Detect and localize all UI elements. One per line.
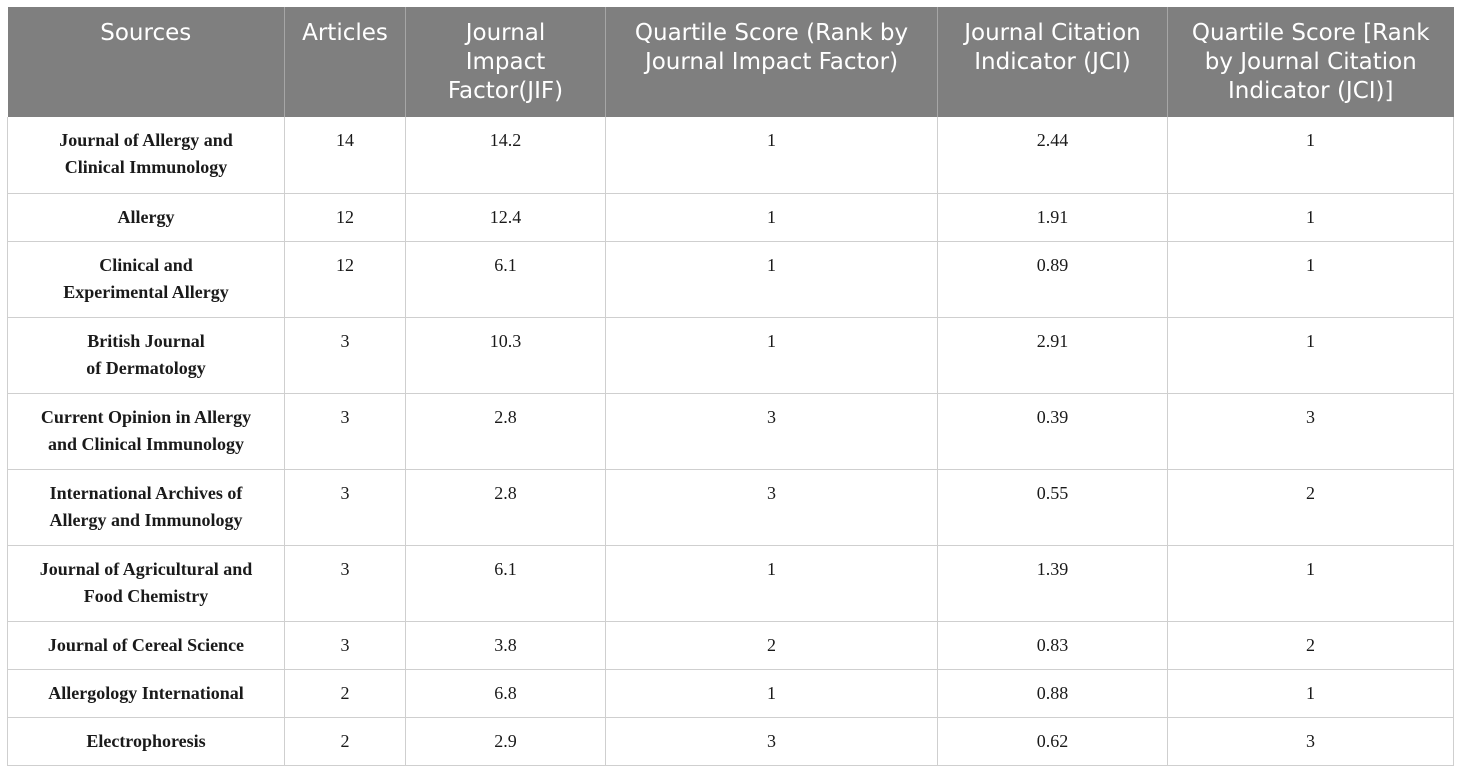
cell-jci-quartile: 3 (1167, 393, 1454, 470)
cell-jci-quartile: 1 (1167, 241, 1454, 318)
cell-jci: 0.89 (937, 241, 1168, 318)
cell-jci: 0.62 (937, 717, 1168, 766)
cell-jif-quartile: 3 (605, 469, 938, 546)
cell-articles: 3 (284, 393, 406, 470)
cell-jif: 3.8 (405, 621, 606, 670)
cell-source: Allergy (7, 193, 285, 242)
cell-jif: 6.1 (405, 545, 606, 622)
cell-jci: 1.91 (937, 193, 1168, 242)
cell-source: British Journal of Dermatology (7, 317, 285, 394)
table-body: Journal of Allergy and Clinical Immunolo… (7, 117, 1454, 766)
cell-source: Current Opinion in Allergy and Clinical … (7, 393, 285, 470)
journal-sources-table: Sources Articles Journal Impact Factor(J… (7, 7, 1454, 766)
cell-source: Journal of Allergy and Clinical Immunolo… (7, 117, 285, 194)
cell-articles: 12 (284, 193, 406, 242)
cell-source: Journal of Agricultural and Food Chemist… (7, 545, 285, 622)
cell-jif: 6.8 (405, 669, 606, 718)
cell-articles: 3 (284, 545, 406, 622)
table-row: Electrophoresis 2 2.9 3 0.62 3 (7, 717, 1454, 766)
cell-jif: 10.3 (405, 317, 606, 394)
cell-articles: 14 (284, 117, 406, 194)
cell-jif-quartile: 3 (605, 717, 938, 766)
cell-jif-quartile: 1 (605, 669, 938, 718)
table-row: Allergology International 2 6.8 1 0.88 1 (7, 669, 1454, 718)
cell-jif: 6.1 (405, 241, 606, 318)
cell-jci-quartile: 2 (1167, 469, 1454, 546)
cell-jci: 1.39 (937, 545, 1168, 622)
header-row: Sources Articles Journal Impact Factor(J… (7, 7, 1454, 117)
cell-source: Electrophoresis (7, 717, 285, 766)
cell-jif-quartile: 1 (605, 193, 938, 242)
cell-jci-quartile: 1 (1167, 669, 1454, 718)
cell-jci-quartile: 3 (1167, 717, 1454, 766)
cell-jci-quartile: 1 (1167, 317, 1454, 394)
cell-articles: 12 (284, 241, 406, 318)
cell-jif-quartile: 1 (605, 545, 938, 622)
cell-jci-quartile: 1 (1167, 117, 1454, 194)
table-row: Journal of Allergy and Clinical Immunolo… (7, 117, 1454, 194)
cell-source: International Archives of Allergy and Im… (7, 469, 285, 546)
header-jif: Journal Impact Factor(JIF) (405, 7, 606, 117)
header-articles: Articles (284, 7, 406, 117)
cell-source: Journal of Cereal Science (7, 621, 285, 670)
cell-jci: 0.39 (937, 393, 1168, 470)
cell-jci-quartile: 2 (1167, 621, 1454, 670)
header-sources: Sources (7, 7, 285, 117)
cell-jif-quartile: 2 (605, 621, 938, 670)
cell-jci: 0.83 (937, 621, 1168, 670)
cell-source: Clinical and Experimental Allergy (7, 241, 285, 318)
cell-jci: 0.88 (937, 669, 1168, 718)
header-jci-quartile: Quartile Score [Rank by Journal Citation… (1167, 7, 1454, 117)
cell-jif-quartile: 1 (605, 117, 938, 194)
cell-jif: 14.2 (405, 117, 606, 194)
cell-articles: 3 (284, 317, 406, 394)
table-row: Journal of Agricultural and Food Chemist… (7, 545, 1454, 622)
cell-articles: 3 (284, 621, 406, 670)
table-row: Clinical and Experimental Allergy 12 6.1… (7, 241, 1454, 318)
cell-jif-quartile: 1 (605, 317, 938, 394)
cell-jci: 2.91 (937, 317, 1168, 394)
cell-jci-quartile: 1 (1167, 193, 1454, 242)
cell-jif-quartile: 1 (605, 241, 938, 318)
cell-jif: 12.4 (405, 193, 606, 242)
header-jif-quartile: Quartile Score (Rank by Journal Impact F… (605, 7, 938, 117)
cell-jci: 0.55 (937, 469, 1168, 546)
cell-jif: 2.9 (405, 717, 606, 766)
table-row: Allergy 12 12.4 1 1.91 1 (7, 193, 1454, 242)
cell-source: Allergology International (7, 669, 285, 718)
cell-jif: 2.8 (405, 393, 606, 470)
cell-jif: 2.8 (405, 469, 606, 546)
cell-jci-quartile: 1 (1167, 545, 1454, 622)
header-jci: Journal Citation Indicator (JCI) (937, 7, 1168, 117)
table-row: Current Opinion in Allergy and Clinical … (7, 393, 1454, 470)
cell-articles: 3 (284, 469, 406, 546)
table-row: Journal of Cereal Science 3 3.8 2 0.83 2 (7, 621, 1454, 670)
table-row: British Journal of Dermatology 3 10.3 1 … (7, 317, 1454, 394)
table-header: Sources Articles Journal Impact Factor(J… (7, 7, 1454, 117)
cell-articles: 2 (284, 669, 406, 718)
cell-jif-quartile: 3 (605, 393, 938, 470)
table-row: International Archives of Allergy and Im… (7, 469, 1454, 546)
journal-sources-table-container: Sources Articles Journal Impact Factor(J… (7, 7, 1454, 766)
cell-articles: 2 (284, 717, 406, 766)
cell-jci: 2.44 (937, 117, 1168, 194)
